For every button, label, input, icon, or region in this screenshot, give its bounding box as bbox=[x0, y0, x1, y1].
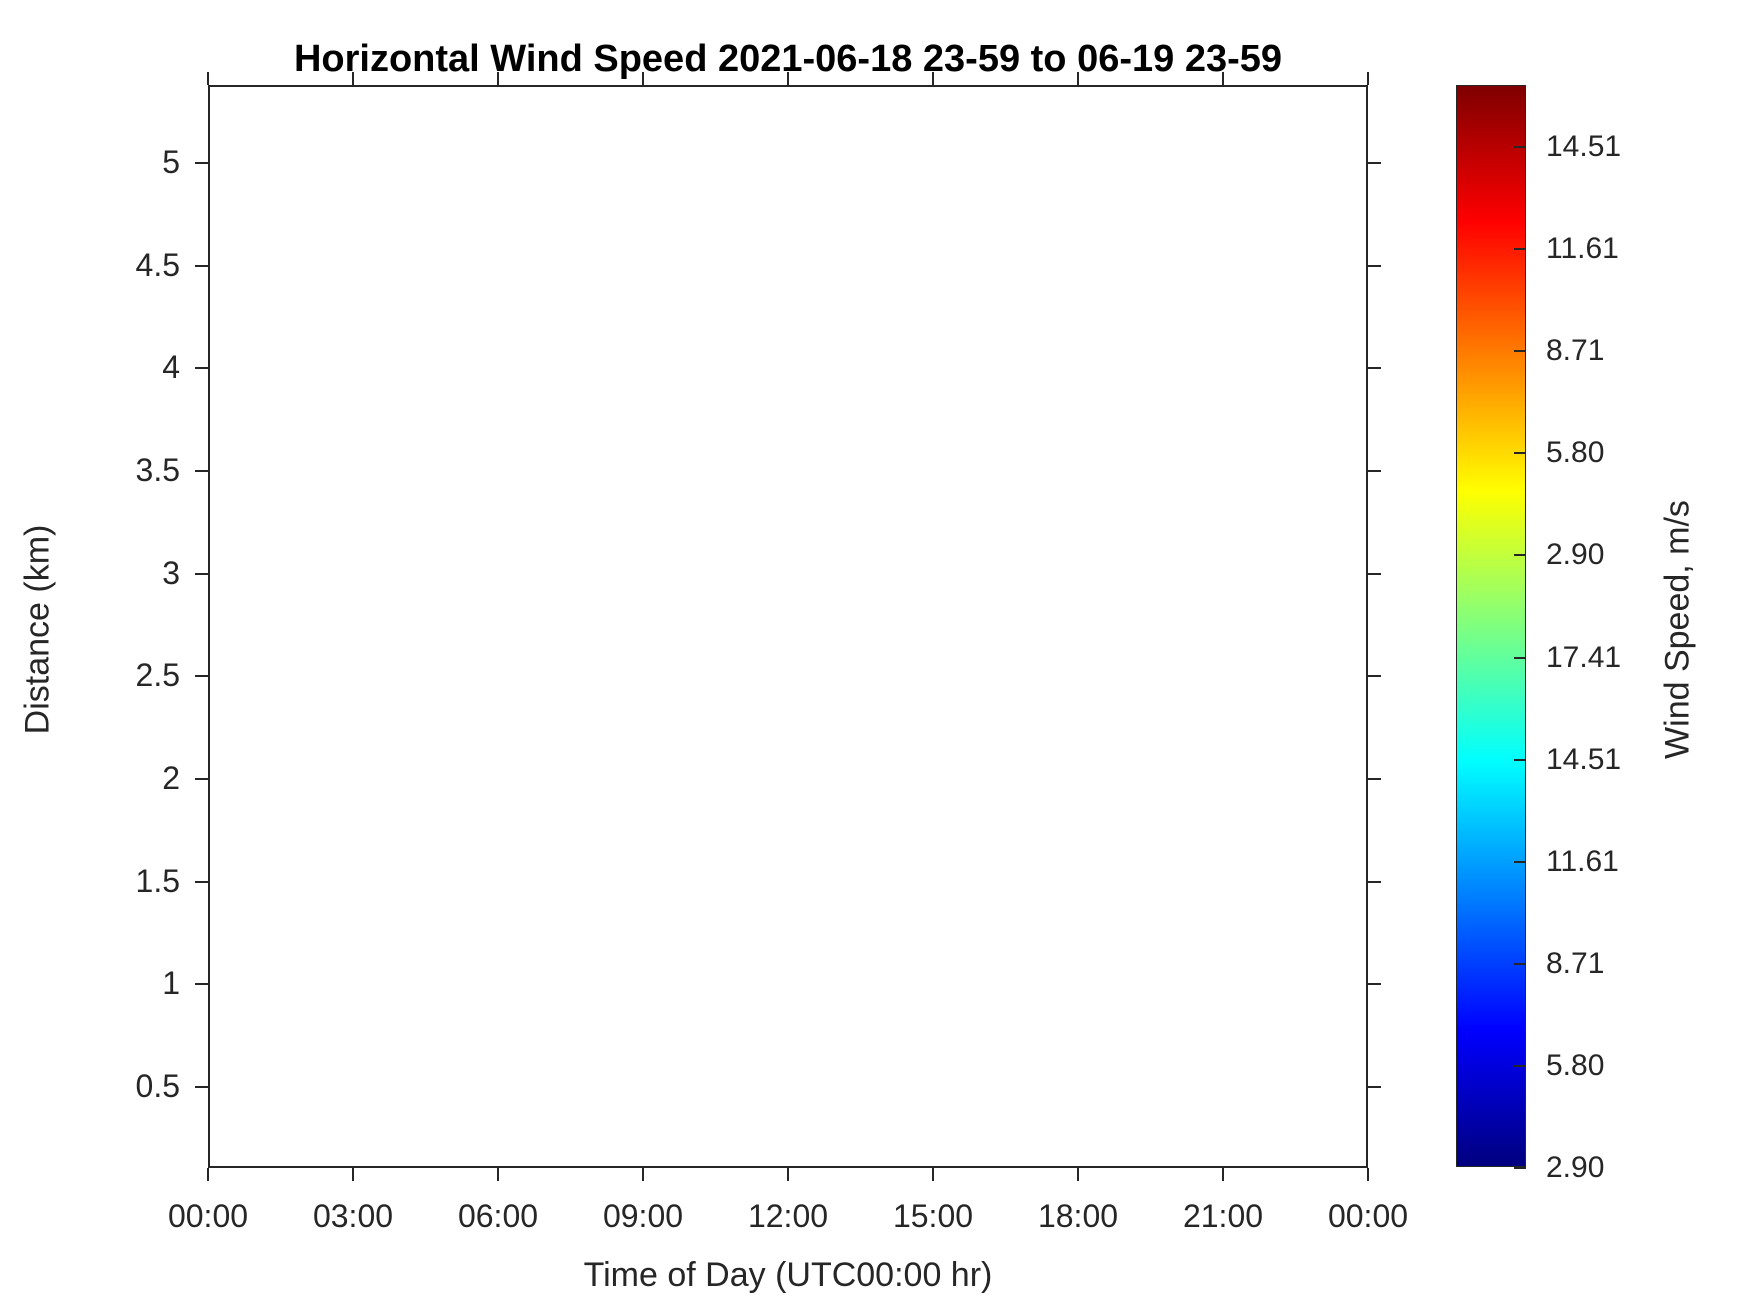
x-tick-mark bbox=[1367, 1168, 1369, 1181]
colorbar-tick-label: 11.61 bbox=[1546, 232, 1619, 266]
colorbar-tick-label: 2.90 bbox=[1546, 538, 1605, 572]
x-tick-label: 06:00 bbox=[457, 1198, 539, 1234]
y-tick-mark bbox=[1368, 367, 1381, 370]
x-axis-label: Time of Day (UTC00:00 hr) bbox=[583, 1256, 993, 1294]
colorbar-tick-mark bbox=[1514, 758, 1526, 761]
x-tick-mark bbox=[352, 1168, 354, 1181]
colorbar-tick-mark bbox=[1514, 248, 1526, 251]
colorbar-tick-mark bbox=[1514, 860, 1526, 863]
y-tick-mark bbox=[1368, 675, 1381, 678]
x-tick-mark bbox=[932, 1168, 934, 1181]
x-tick-mark bbox=[207, 1168, 209, 1181]
x-tick-mark bbox=[1222, 72, 1224, 85]
colorbar-tick-mark bbox=[1514, 656, 1526, 659]
colorbar-tick-mark bbox=[1514, 554, 1526, 557]
colorbar-tick-mark bbox=[1514, 1167, 1526, 1169]
colorbar-tick-label: 14.51 bbox=[1546, 130, 1622, 163]
colorbar-canvas bbox=[1456, 85, 1526, 1167]
colorbar-tick-mark bbox=[1514, 962, 1526, 965]
colorbar-tick-mark bbox=[1514, 1064, 1526, 1067]
y-tick-label: 0.5 bbox=[135, 1067, 180, 1104]
colorbar-tick-label: 14.51 bbox=[1546, 742, 1622, 776]
colorbar-label: Wind Speed, m/s bbox=[1658, 500, 1697, 759]
colorbar-tick-mark bbox=[1514, 146, 1526, 148]
y-tick-mark bbox=[1368, 983, 1381, 986]
x-tick-label: 00:00 bbox=[1327, 1198, 1409, 1234]
colorbar-tick-label: 2.90 bbox=[1546, 1151, 1605, 1184]
y-tick-mark bbox=[1368, 572, 1381, 575]
x-tick-label: 00:00 bbox=[167, 1198, 249, 1234]
y-tick-label: 3 bbox=[162, 554, 180, 591]
x-tick-mark bbox=[642, 1168, 644, 1181]
x-tick-label: 18:00 bbox=[1037, 1198, 1119, 1234]
y-tick-label: 3.5 bbox=[135, 451, 180, 488]
colorbar-tick-label: 17.41 bbox=[1546, 640, 1622, 674]
x-tick-mark bbox=[352, 72, 354, 85]
y-tick-mark bbox=[195, 675, 208, 678]
y-tick-label: 4 bbox=[162, 349, 180, 386]
colorbar-tick-label: 11.61 bbox=[1546, 844, 1619, 878]
colorbar-tick-label: 5.80 bbox=[1546, 1048, 1605, 1082]
y-tick-label: 2.5 bbox=[135, 657, 180, 694]
y-tick-mark bbox=[1368, 1085, 1381, 1088]
y-tick-mark bbox=[195, 1085, 208, 1088]
y-tick-mark bbox=[195, 367, 208, 370]
colorbar-tick-label: 8.71 bbox=[1546, 946, 1605, 980]
y-tick-mark bbox=[195, 264, 208, 267]
x-tick-label: 09:00 bbox=[602, 1198, 684, 1234]
x-tick-mark bbox=[787, 72, 789, 85]
y-axis-label: Distance (km) bbox=[18, 524, 57, 735]
x-tick-label: 12:00 bbox=[747, 1198, 829, 1234]
y-tick-label: 2 bbox=[162, 759, 180, 796]
y-tick-mark bbox=[195, 777, 208, 780]
y-tick-mark bbox=[195, 162, 208, 165]
y-tick-label: 1 bbox=[162, 965, 180, 1002]
x-tick-mark bbox=[207, 72, 209, 85]
x-tick-mark bbox=[932, 72, 934, 85]
plot-frame bbox=[208, 85, 1368, 1168]
y-tick-mark bbox=[1368, 264, 1381, 267]
x-tick-label: 21:00 bbox=[1182, 1198, 1264, 1234]
x-tick-mark bbox=[497, 72, 499, 85]
x-tick-mark bbox=[1077, 1168, 1079, 1181]
x-tick-mark bbox=[1222, 1168, 1224, 1181]
y-tick-label: 5 bbox=[162, 144, 180, 181]
y-tick-mark bbox=[195, 880, 208, 883]
colorbar-tick-label: 8.71 bbox=[1546, 334, 1605, 368]
y-tick-label: 1.5 bbox=[135, 862, 180, 899]
colorbar-tick-label: 5.80 bbox=[1546, 436, 1605, 470]
x-tick-mark bbox=[497, 1168, 499, 1181]
x-tick-mark bbox=[1077, 72, 1079, 85]
x-tick-label: 15:00 bbox=[892, 1198, 974, 1234]
x-tick-label: 03:00 bbox=[312, 1198, 394, 1234]
y-tick-mark bbox=[1368, 777, 1381, 780]
y-tick-mark bbox=[1368, 469, 1381, 472]
y-tick-mark bbox=[1368, 880, 1381, 883]
y-tick-mark bbox=[195, 469, 208, 472]
x-tick-mark bbox=[787, 1168, 789, 1181]
y-tick-mark bbox=[195, 572, 208, 575]
colorbar-tick-mark bbox=[1514, 452, 1526, 455]
y-tick-mark bbox=[1368, 162, 1381, 165]
y-tick-mark bbox=[195, 983, 208, 986]
x-tick-mark bbox=[642, 72, 644, 85]
y-tick-label: 4.5 bbox=[135, 246, 180, 283]
colorbar-tick-mark bbox=[1514, 350, 1526, 353]
x-tick-mark bbox=[1367, 72, 1369, 85]
